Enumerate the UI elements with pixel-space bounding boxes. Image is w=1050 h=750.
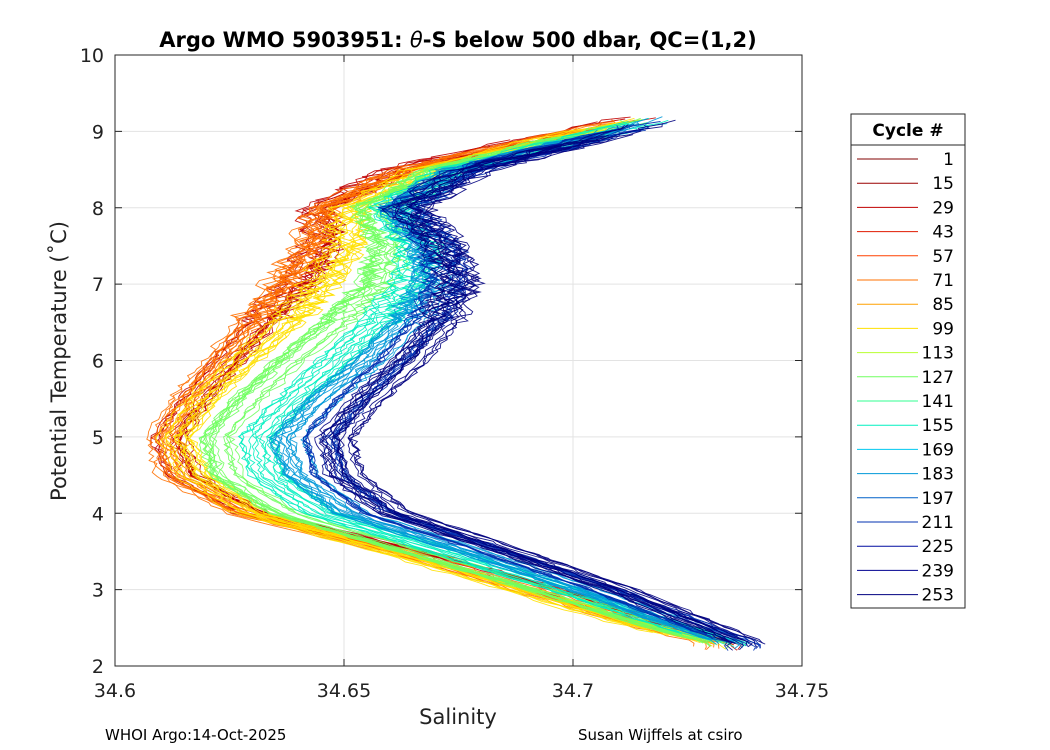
legend-label: 57: [932, 247, 954, 267]
profile-line: [237, 121, 683, 635]
profile-line: [336, 141, 754, 648]
legend-label: 253: [922, 586, 954, 606]
legend-label: 71: [932, 271, 954, 291]
legend-label: 99: [932, 319, 954, 339]
profile-line: [329, 134, 745, 651]
legend: Cycle # 1 15 29 43 57 71 85 99 113 127 141 155 169 18…: [850, 113, 966, 609]
chart-title-prefix: Argo WMO 5903951:: [159, 28, 410, 52]
legend-label: 29: [932, 198, 954, 218]
legend-label: 211: [922, 513, 954, 533]
profile-line: [155, 137, 653, 633]
legend-label: 197: [922, 489, 954, 509]
y-tick-label: 10: [80, 45, 104, 67]
y-tick-label: 5: [92, 427, 104, 449]
x-tick-label: 34.65: [317, 680, 371, 702]
x-tick-label: 34.6: [94, 680, 136, 702]
profile-line: [154, 119, 712, 651]
axis-ticks: 34.6 34.65 34.7 34.75 2 3 4 5 6 7 8 9 10: [80, 45, 829, 702]
y-tick-label: 4: [92, 503, 104, 525]
profile-line: [349, 148, 742, 634]
profile-line: [146, 145, 695, 647]
chart-title: Argo WMO 5903951: θ-S below 500 dbar, QC…: [159, 28, 756, 52]
profile-line: [199, 122, 691, 640]
profile-traces: [146, 116, 766, 651]
legend-box: [850, 113, 966, 609]
legend-label: 85: [932, 295, 954, 315]
profile-line: [318, 124, 728, 641]
x-axis-label: Salinity: [419, 705, 497, 729]
profile-line: [205, 124, 711, 648]
profile-line: [165, 122, 657, 633]
profile-line: [254, 122, 727, 644]
profile-line: [209, 140, 693, 640]
profile-line: [248, 139, 712, 641]
profile-line: [173, 124, 713, 647]
x-tick-label: 34.7: [552, 680, 594, 702]
y-axis-label: Potential Temperature (˚C): [47, 221, 71, 501]
y-tick-label: 3: [92, 580, 104, 602]
y-tick-label: 6: [92, 351, 104, 373]
legend-label: 1: [943, 150, 954, 170]
profile-line: [286, 121, 715, 636]
profile-line: [202, 117, 681, 635]
chart-title-suffix: -S below 500 dbar, QC=(1,2): [423, 28, 757, 52]
legend-label: 113: [922, 344, 954, 364]
footer-credit-right: Susan Wijffels at csiro: [578, 726, 743, 744]
y-tick-label: 2: [92, 656, 104, 678]
y-tick-label: 7: [92, 274, 104, 296]
profile-line: [314, 124, 734, 651]
legend-label: 225: [922, 537, 954, 557]
y-tick-label: 8: [92, 198, 104, 220]
legend-label: 239: [922, 561, 954, 581]
profile-line: [270, 129, 717, 645]
legend-label: 127: [922, 368, 954, 388]
legend-label: 15: [932, 174, 954, 194]
profile-line: [348, 137, 763, 644]
profile-line: [177, 139, 701, 641]
legend-label: 155: [922, 416, 954, 436]
profile-line: [238, 123, 679, 633]
legend-label: 141: [922, 392, 954, 412]
x-tick-label: 34.75: [775, 680, 829, 702]
y-tick-label: 9: [92, 121, 104, 143]
legend-label: 43: [932, 223, 954, 243]
legend-label: 183: [922, 465, 954, 485]
chart-title-symbol: θ: [410, 28, 423, 52]
footer-credit-left: WHOI Argo:14-Oct-2025: [105, 726, 287, 744]
legend-title: Cycle #: [872, 121, 943, 141]
legend-label: 169: [922, 440, 954, 460]
